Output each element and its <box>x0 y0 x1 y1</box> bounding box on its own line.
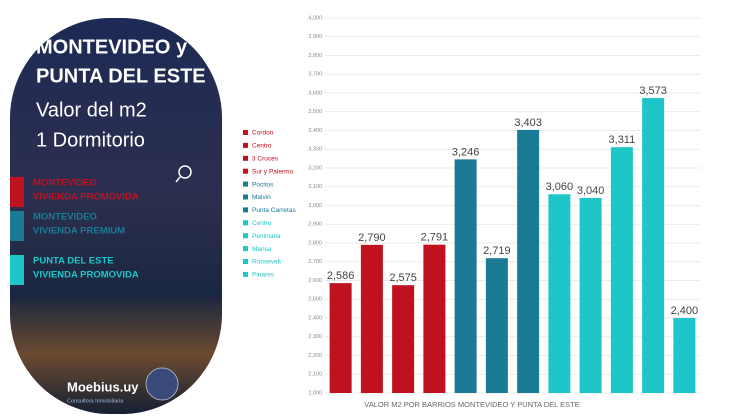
y-tick-label: 2,500 <box>308 297 322 303</box>
legend-label: Pocitos <box>252 181 274 188</box>
y-tick-label: 4,000 <box>308 15 322 21</box>
y-tick-label: 2,700 <box>308 259 322 265</box>
legend-label: Mansa <box>252 246 272 253</box>
panel-subtitle: 1 Dormitorio <box>36 129 145 151</box>
legend-label: Centro <box>252 143 272 150</box>
bar <box>454 159 477 393</box>
y-tick-label: 2,200 <box>308 353 322 359</box>
value-label: 3,403 <box>514 117 542 129</box>
legend-swatch <box>243 259 248 264</box>
legend-swatch <box>243 168 248 174</box>
legend-label: Malvin <box>252 194 271 201</box>
group-swatch <box>10 255 24 285</box>
bar <box>610 147 633 393</box>
legend-swatch <box>243 233 248 239</box>
legend-label: Peninsula <box>252 233 281 240</box>
legend-label: Roosevelt <box>252 259 281 266</box>
panel-background <box>10 18 222 414</box>
bar <box>392 285 415 393</box>
value-label: 3,311 <box>609 134 636 146</box>
group-label: VIVIENDA PREMIUM <box>33 226 125 237</box>
x-axis-label: VALOR M2 POR BARRIOS MONTEVIDEO Y PUNTA … <box>364 400 579 409</box>
bar <box>329 283 352 393</box>
panel-subtitle: Valor del m2 <box>36 99 147 121</box>
y-tick-label: 2,900 <box>308 222 322 228</box>
bar <box>423 244 446 393</box>
badge-logo <box>145 367 179 401</box>
bar <box>485 258 508 393</box>
value-label: 2,586 <box>327 270 355 282</box>
legend-swatch <box>243 207 248 213</box>
bar <box>642 98 665 393</box>
group-label: MONTEVIDEO <box>33 178 97 189</box>
y-tick-label: 3,000 <box>308 203 322 209</box>
group-label: MONTEVIDEO <box>33 212 97 223</box>
bar <box>360 244 383 393</box>
y-tick-label: 3,200 <box>308 165 322 171</box>
search-icon-handle <box>175 176 181 183</box>
legend-label: Sur y Palermo <box>252 168 294 175</box>
y-tick-label: 3,400 <box>308 128 322 134</box>
legend-swatch <box>243 181 248 187</box>
value-label: 3,246 <box>452 146 480 158</box>
y-tick-label: 3,300 <box>308 147 322 153</box>
y-tick-label: 2,300 <box>308 334 322 340</box>
legend-label: Cordon <box>252 130 274 137</box>
y-tick-label: 3,900 <box>308 34 322 40</box>
value-label: 2,400 <box>671 305 699 317</box>
y-tick-label: 3,100 <box>308 184 322 190</box>
y-tick-label: 3,800 <box>308 53 322 59</box>
search-icon <box>178 165 192 179</box>
value-label: 2,575 <box>389 272 417 284</box>
bar <box>673 318 696 393</box>
y-tick-label: 2,400 <box>308 315 322 321</box>
chart: 2,000 2,100 2,200 2,300 2,400 2,500 2,600 2,700… <box>243 15 700 409</box>
y-tick-label: 2,800 <box>308 240 322 246</box>
group-label: VIVIENDA PROMOVIDA <box>33 192 139 203</box>
legend-swatch <box>243 194 248 200</box>
legend-swatch <box>243 130 248 135</box>
legend-label: Punta Carretas <box>252 207 296 214</box>
y-tick-label: 2,000 <box>308 390 322 396</box>
value-label: 2,791 <box>421 232 449 244</box>
legend-swatch <box>243 271 248 277</box>
y-tick-label: 3,500 <box>308 109 322 115</box>
value-label: 2,719 <box>483 245 511 257</box>
legend-swatch <box>243 142 248 148</box>
value-label: 3,573 <box>639 85 667 97</box>
bar <box>548 194 571 393</box>
legend-label: Pinares <box>252 272 275 279</box>
group-swatch <box>10 177 24 207</box>
value-label: 3,060 <box>546 181 574 193</box>
legend-swatch <box>243 246 248 252</box>
legend-swatch <box>243 155 248 161</box>
legend-label: Centro <box>252 220 272 227</box>
group-label: PUNTA DEL ESTE <box>33 256 114 267</box>
bar <box>517 129 540 393</box>
bar <box>579 198 602 393</box>
legend-swatch <box>243 220 248 226</box>
y-tick-label: 2,100 <box>308 372 322 378</box>
group-swatch <box>10 211 24 241</box>
logo-tagline: Consultora Inmobiliaria <box>67 398 124 404</box>
y-tick-label: 3,700 <box>308 72 322 78</box>
logo: Moebius.uy <box>67 379 139 394</box>
panel-title: PUNTA DEL ESTE <box>36 65 206 87</box>
value-label: 3,040 <box>577 185 605 197</box>
panel: MONTEVIDEO y PUNTA DEL ESTE Valor del m2 1 … <box>10 36 206 404</box>
group-label: VIVIENDA PROMOVIDA <box>33 270 139 281</box>
value-label: 2,790 <box>358 232 386 244</box>
y-tick-label: 3,600 <box>308 90 322 96</box>
panel-title: MONTEVIDEO y <box>36 36 188 58</box>
legend-label: 3 Cruces <box>252 156 279 163</box>
y-tick-label: 2,600 <box>308 278 322 284</box>
